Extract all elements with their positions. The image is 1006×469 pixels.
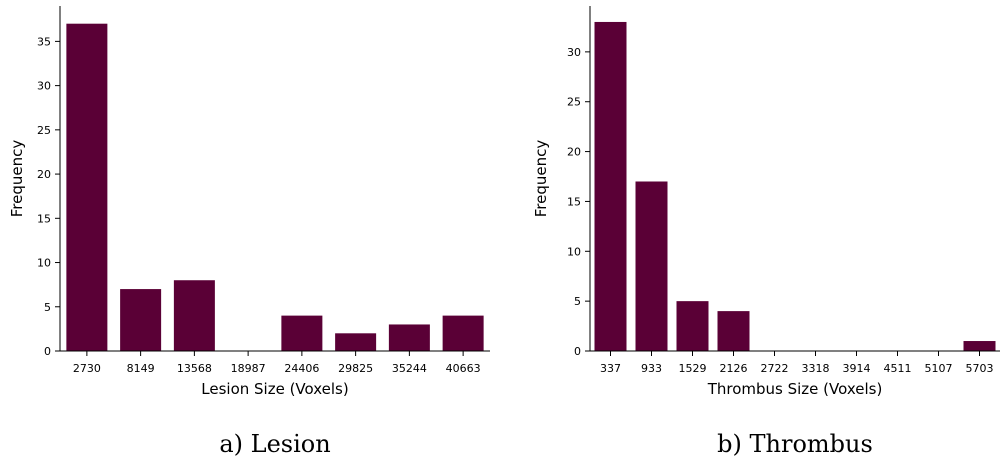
x-tick-label: 8149 [127, 362, 155, 375]
x-axis-label: Lesion Size (Voxels) [201, 380, 348, 398]
bar [635, 181, 668, 351]
bar [594, 21, 627, 351]
y-axis-label: Frequency [532, 140, 550, 218]
y-tick-label: 20 [567, 146, 581, 159]
x-tick-label: 18987 [231, 362, 266, 375]
y-tick-label: 15 [567, 195, 581, 208]
x-tick-label: 13568 [177, 362, 212, 375]
x-tick-label: 3318 [802, 362, 830, 375]
y-tick-label: 0 [44, 345, 51, 358]
chart-lesion: Frequency Lesion Size (Voxels) a) Lesion… [8, 6, 490, 458]
y-tick-label: 15 [37, 212, 51, 225]
y-tick-label: 20 [37, 168, 51, 181]
y-tick-label: 5 [574, 295, 581, 308]
x-tick-label: 933 [641, 362, 662, 375]
bar [281, 315, 323, 351]
x-tick-label: 2730 [73, 362, 101, 375]
y-tick-label: 10 [567, 245, 581, 258]
bar [963, 341, 996, 351]
x-tick-label: 2722 [761, 362, 789, 375]
y-tick-label: 30 [567, 46, 581, 59]
x-axis-label: Thrombus Size (Voxels) [707, 380, 883, 398]
bar [173, 280, 215, 351]
y-tick-label: 5 [44, 301, 51, 314]
bar [442, 315, 484, 351]
x-tick-label: 29825 [338, 362, 373, 375]
x-tick-label: 5703 [966, 362, 994, 375]
y-tick-label: 10 [37, 257, 51, 270]
bar [335, 333, 377, 351]
bar [717, 311, 750, 351]
bar [66, 23, 108, 351]
x-tick-label: 3914 [843, 362, 871, 375]
x-tick-label: 35244 [392, 362, 427, 375]
chart-caption: a) Lesion [219, 430, 330, 458]
chart-thrombus: Frequency Thrombus Size (Voxels) b) Thro… [532, 6, 1000, 458]
x-tick-label: 4511 [884, 362, 912, 375]
x-tick-label: 2126 [720, 362, 748, 375]
y-tick-label: 30 [37, 80, 51, 93]
x-tick-label: 24406 [284, 362, 319, 375]
y-tick-label: 0 [574, 345, 581, 358]
x-tick-label: 1529 [679, 362, 707, 375]
x-tick-label: 337 [600, 362, 621, 375]
bar [676, 301, 709, 351]
y-axis-label: Frequency [8, 140, 26, 218]
bar [120, 289, 162, 351]
chart-caption: b) Thrombus [717, 430, 873, 458]
y-tick-label: 25 [567, 96, 581, 109]
bar [388, 324, 430, 351]
x-tick-label: 40663 [446, 362, 481, 375]
y-tick-label: 35 [37, 35, 51, 48]
x-tick-label: 5107 [925, 362, 953, 375]
y-tick-label: 25 [37, 124, 51, 137]
